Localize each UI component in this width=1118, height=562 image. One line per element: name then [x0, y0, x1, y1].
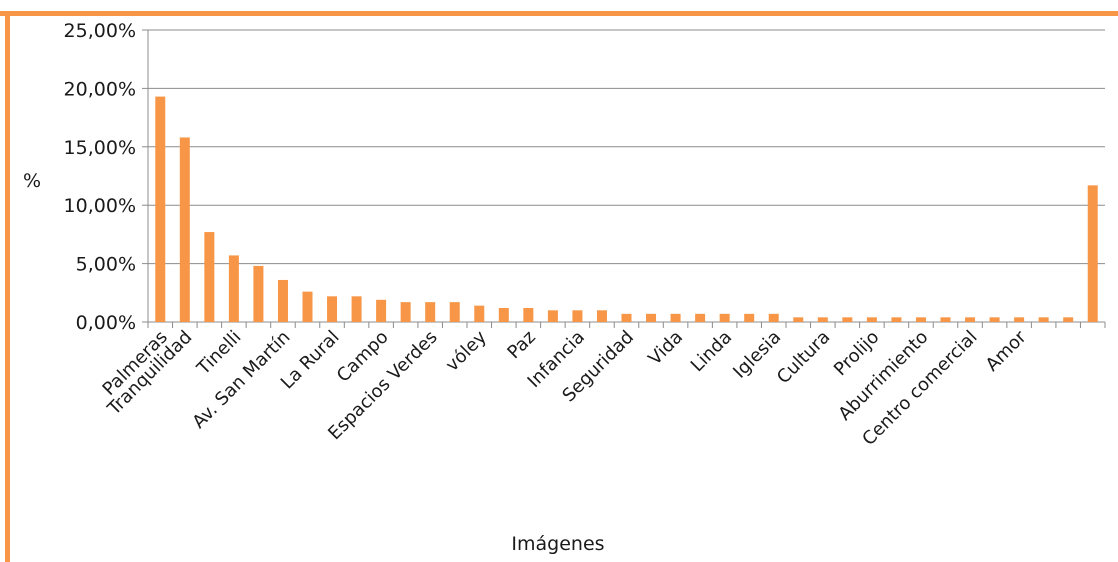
bar: [621, 313, 632, 322]
frame-top-border: [0, 11, 1118, 16]
bar: [327, 296, 338, 322]
bar: [253, 265, 264, 322]
bar: [204, 232, 215, 322]
bar: [965, 317, 976, 322]
bar: [670, 313, 681, 322]
bar: [793, 317, 804, 322]
y-tick-label: 10,00%: [64, 195, 136, 217]
bar: [646, 313, 657, 322]
y-tick-label: 25,00%: [64, 20, 136, 42]
bar: [1087, 185, 1098, 322]
bar: [351, 296, 362, 322]
bar: [596, 310, 607, 322]
bar: [719, 313, 730, 322]
bar: [302, 291, 313, 322]
bar: [572, 310, 583, 322]
x-axis-title: Imágenes: [511, 533, 604, 555]
x-tick-label: vóley: [442, 326, 491, 375]
bar: [376, 299, 387, 322]
bar: [989, 317, 1000, 322]
frame-left-border: [5, 11, 10, 562]
bar: [940, 317, 951, 322]
bar: [842, 317, 853, 322]
bar: [768, 313, 779, 322]
bars: [155, 96, 1098, 323]
bar: [1014, 317, 1025, 322]
x-tick-label: Paz: [503, 327, 539, 363]
x-tick-label: Vida: [644, 327, 687, 370]
bar: [498, 307, 509, 322]
x-tick-label: Cultura: [773, 327, 834, 388]
bar: [915, 317, 926, 322]
y-tick-label: 20,00%: [64, 78, 136, 100]
bar: [523, 307, 534, 322]
bar: [866, 317, 877, 322]
bar: [179, 137, 190, 322]
bar: [474, 305, 485, 322]
y-tick-label: 15,00%: [64, 137, 136, 159]
y-axis-title: %: [23, 170, 41, 192]
bar: [425, 302, 436, 322]
bar: [1038, 317, 1049, 322]
y-tick-label: 5,00%: [76, 254, 136, 276]
bar: [155, 96, 166, 323]
bar: [400, 302, 411, 322]
gridlines: [148, 29, 1105, 265]
bar: [277, 279, 288, 322]
x-tick-label: Amor: [982, 326, 1031, 375]
bar: [547, 310, 558, 322]
bar: [744, 313, 755, 322]
bar: [228, 255, 239, 322]
bar: [817, 317, 828, 322]
bar: [891, 317, 902, 322]
y-tick-label: 0,00%: [76, 312, 136, 334]
y-tick-labels: 0,00% 5,00% 10,00% 15,00% 20,00% 25,00%: [64, 20, 136, 334]
bar: [1063, 317, 1074, 322]
bar: [449, 302, 460, 322]
bar: [695, 313, 706, 322]
